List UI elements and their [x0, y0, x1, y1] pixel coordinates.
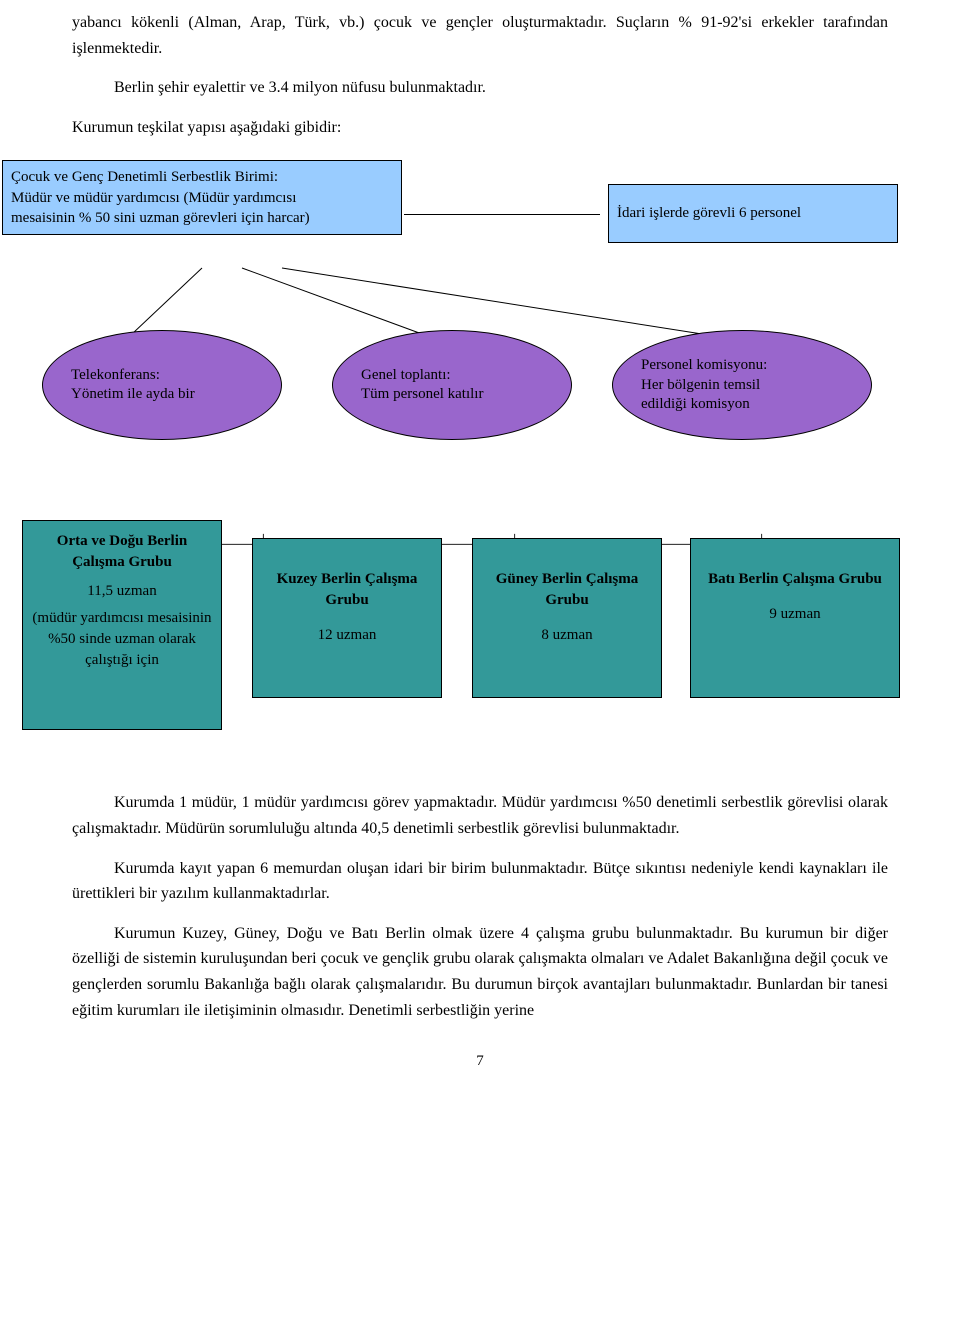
ellipse-1-line1: Telekonferans:	[71, 366, 253, 386]
box-unit-line2: Müdür ve müdür yardımcısı (Müdür yardımc…	[11, 188, 393, 208]
diagram-top-row: Çocuk ve Genç Denetimli Serbestlik Birim…	[72, 160, 888, 290]
page-number: 7	[72, 1053, 888, 1070]
org-diagram: Çocuk ve Genç Denetimli Serbestlik Birim…	[72, 160, 888, 760]
ellipse-1-line2: Yönetim ile ayda bir	[71, 385, 253, 405]
group-1-title: Orta ve Doğu Berlin Çalışma Grubu	[31, 531, 213, 573]
group-box-north: Kuzey Berlin Çalışma Grubu 12 uzman	[252, 538, 442, 698]
box-admin-staff: İdari işlerde görevli 6 personel	[608, 184, 898, 242]
group-2-title: Kuzey Berlin Çalışma Grubu	[261, 569, 433, 611]
intro-paragraph-2: Berlin şehir eyalettir ve 3.4 milyon nüf…	[72, 75, 888, 101]
ellipse-teleconference: Telekonferans: Yönetim ile ayda bir	[42, 330, 282, 440]
ellipse-3-line2: Her bölgenin temsil	[641, 376, 843, 396]
intro-paragraph-3: Kurumun teşkilat yapısı aşağıdaki gibidi…	[72, 115, 888, 141]
group-box-west: Batı Berlin Çalışma Grubu 9 uzman	[690, 538, 900, 698]
ellipse-personnel-committee: Personel komisyonu: Her bölgenin temsil …	[612, 330, 872, 440]
ellipse-general-meeting: Genel toplantı: Tüm personel katılır	[332, 330, 572, 440]
ellipse-3-line3: edildiği komisyon	[641, 395, 843, 415]
group-box-east: Orta ve Doğu Berlin Çalışma Grubu 11,5 u…	[22, 520, 222, 730]
diagram-ellipse-row: Telekonferans: Yönetim ile ayda bir Gene…	[72, 330, 888, 470]
group-1-sub: (müdür yardımcısı mesaisinin %50 sinde u…	[31, 608, 213, 671]
intro-paragraph-1: yabancı kökenli (Alman, Arap, Türk, vb.)…	[72, 10, 888, 61]
group-3-count: 8 uzman	[481, 625, 653, 646]
ellipse-2-line1: Genel toplantı:	[361, 366, 543, 386]
diagram-groups-row: Orta ve Doğu Berlin Çalışma Grubu 11,5 u…	[72, 520, 888, 760]
group-3-title: Güney Berlin Çalışma Grubu	[481, 569, 653, 611]
group-1-count: 11,5 uzman	[31, 581, 213, 602]
box-unit-line3: mesaisinin % 50 sini uzman görevleri içi…	[11, 208, 393, 228]
box-unit-leader: Çocuk ve Genç Denetimli Serbestlik Birim…	[2, 160, 402, 235]
body-paragraph-6: Kurumun Kuzey, Güney, Doğu ve Batı Berli…	[72, 921, 888, 1023]
ellipse-2-line2: Tüm personel katılır	[361, 385, 543, 405]
group-4-title: Batı Berlin Çalışma Grubu	[699, 569, 891, 590]
body-paragraph-4: Kurumda 1 müdür, 1 müdür yardımcısı göre…	[72, 790, 888, 841]
ellipse-3-line1: Personel komisyonu:	[641, 356, 843, 376]
document-page: yabancı kökenli (Alman, Arap, Türk, vb.)…	[0, 0, 960, 1110]
group-2-count: 12 uzman	[261, 625, 433, 646]
box-unit-title: Çocuk ve Genç Denetimli Serbestlik Birim…	[11, 167, 393, 187]
group-4-count: 9 uzman	[699, 604, 891, 625]
connector-horizontal-top	[404, 214, 600, 215]
group-box-south: Güney Berlin Çalışma Grubu 8 uzman	[472, 538, 662, 698]
box-admin-text: İdari işlerde görevli 6 personel	[617, 203, 889, 223]
body-paragraph-5: Kurumda kayıt yapan 6 memurdan oluşan id…	[72, 856, 888, 907]
spacer	[72, 760, 888, 790]
